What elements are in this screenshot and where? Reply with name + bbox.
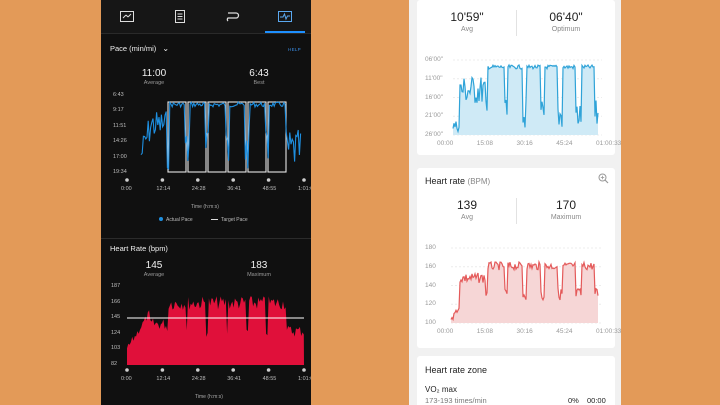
y-tick-label: 26'00" bbox=[425, 131, 444, 138]
y-tick-label: 120 bbox=[425, 300, 436, 308]
x-tick-label: 15:08 bbox=[476, 140, 494, 147]
x-tick-label: 12:14 bbox=[156, 376, 171, 382]
right-app-panel: 10'59" Avg 06'40" Optimum 06'00" 11'00" 16… bbox=[409, 0, 621, 405]
y-tick-label: 187 bbox=[111, 283, 121, 289]
y-tick-label: 9:17 bbox=[113, 107, 124, 114]
help-link[interactable]: HELP bbox=[288, 47, 301, 52]
zone-row-range: 173-193 times/min bbox=[425, 396, 487, 405]
y-tick-label: 19:34 bbox=[113, 169, 127, 175]
legend-target-line bbox=[211, 219, 218, 221]
x-tick-label: 01:00:33 bbox=[596, 140, 621, 147]
pace-average-stat: 11:00 Average bbox=[141, 68, 167, 86]
x-tick-label: 00:00 bbox=[437, 328, 454, 335]
y-tick-label: 103 bbox=[111, 345, 121, 352]
zone-row-time: 00:00 bbox=[587, 396, 606, 405]
x-tick-label: 24:28 bbox=[191, 186, 206, 192]
y-tick-label: 6:43 bbox=[113, 92, 124, 98]
hr-chart-title: Heart Rate (bpm) bbox=[110, 244, 168, 253]
pace-best-stat: 6:43 Best bbox=[249, 68, 269, 86]
x-tick-label: 45:24 bbox=[556, 140, 573, 147]
y-tick-label: 166 bbox=[111, 298, 121, 305]
chevron-down-icon: ⌄ bbox=[162, 44, 170, 53]
y-tick-label: 145 bbox=[111, 314, 121, 321]
y-tick-label: 11'00" bbox=[425, 74, 443, 82]
y-tick-label: 06'00" bbox=[425, 56, 444, 63]
y-tick-label: 180 bbox=[425, 244, 436, 251]
pace-card: 10'59" Avg 06'40" Optimum 06'00" 11'00" 16… bbox=[417, 0, 621, 155]
x-tick-label: 30:16 bbox=[516, 328, 533, 335]
x-tick-label: 15:08 bbox=[476, 328, 494, 335]
pace-x-axis-title: Time (h:m:s) bbox=[191, 204, 219, 210]
tab-route[interactable] bbox=[206, 0, 259, 33]
y-tick-label: 100 bbox=[425, 319, 436, 326]
x-tick-label: 48:55 bbox=[262, 376, 277, 382]
pace-chart-title[interactable]: Pace (min/mi) ⌄ bbox=[110, 44, 170, 53]
charts-icon bbox=[277, 11, 292, 22]
pace-chart bbox=[101, 0, 311, 405]
x-tick-label: 36:41 bbox=[227, 186, 241, 192]
legend-target-pace: Target Pace bbox=[211, 217, 248, 223]
y-tick-label: 124 bbox=[111, 329, 121, 336]
y-tick-label: 14:26 bbox=[113, 138, 127, 145]
x-tick-label: 24:28 bbox=[191, 376, 206, 382]
zone-row-percent: 0% bbox=[568, 396, 579, 405]
x-tick-label: 30:16 bbox=[516, 140, 533, 147]
hr-average-stat: 145 Average bbox=[143, 260, 165, 278]
hr-avg-stat: 139 Avg bbox=[456, 198, 478, 221]
y-tick-label: 140 bbox=[425, 281, 436, 289]
summary-icon bbox=[120, 11, 135, 22]
x-tick-label: 01:00:33 bbox=[596, 328, 621, 335]
x-tick-label: 48:55 bbox=[262, 186, 277, 192]
heart-rate-zone-title: Heart rate zone bbox=[425, 365, 488, 375]
hr-x-axis-title: Time (h:m:s) bbox=[195, 394, 223, 400]
x-tick-label: 0:00 bbox=[121, 376, 132, 382]
y-tick-label: 17:00 bbox=[113, 153, 127, 160]
x-tick-label: 1:01:09 bbox=[298, 186, 311, 192]
y-tick-label: 160 bbox=[425, 262, 436, 270]
x-tick-label: 0:00 bbox=[121, 186, 132, 192]
section-divider bbox=[101, 238, 311, 239]
hr-maximum-stat-right: 170 Maximum bbox=[550, 198, 582, 221]
hr-maximum-stat: 183 Maximum bbox=[247, 260, 271, 278]
x-tick-label: 45:24 bbox=[556, 328, 573, 335]
x-tick-label: 00:00 bbox=[437, 140, 454, 147]
x-tick-label: 36:41 bbox=[227, 376, 241, 382]
zone-row-label: VO₂ max bbox=[425, 385, 457, 394]
y-tick-label: 11:51 bbox=[113, 122, 127, 129]
tab-laps[interactable] bbox=[154, 0, 207, 33]
route-icon bbox=[226, 12, 240, 22]
tab-bar bbox=[101, 0, 311, 34]
y-tick-label: 21'00" bbox=[425, 112, 444, 120]
stat-separator bbox=[516, 10, 517, 36]
pace-optimum-stat: 06'40" Optimum bbox=[549, 10, 583, 33]
tab-charts[interactable] bbox=[259, 0, 312, 33]
legend-actual-pace: Actual Pace bbox=[159, 217, 193, 223]
zoom-icon[interactable] bbox=[598, 173, 609, 184]
pace-avg-stat: 10'59" Avg bbox=[450, 10, 484, 33]
heart-rate-zone-card: Heart rate zone VO₂ max 173-193 times/mi… bbox=[417, 356, 615, 405]
heart-rate-card: Heart rate (BPM) 139 Avg 170 Maximum 180… bbox=[417, 168, 621, 348]
legend-actual-dot bbox=[159, 217, 163, 221]
heart-rate-title: Heart rate (BPM) bbox=[425, 176, 491, 186]
y-tick-label: 82 bbox=[111, 361, 118, 367]
stat-separator bbox=[516, 198, 517, 224]
laps-icon bbox=[174, 10, 185, 23]
tab-summary[interactable] bbox=[101, 0, 154, 33]
x-tick-label: 1:01:09 bbox=[298, 376, 311, 382]
y-tick-label: 16'00" bbox=[425, 93, 444, 101]
x-tick-label: 12:14 bbox=[156, 186, 171, 192]
left-app-panel: Pace (min/mi) ⌄ HELP 11:00 Average 6:43 … bbox=[101, 0, 311, 405]
